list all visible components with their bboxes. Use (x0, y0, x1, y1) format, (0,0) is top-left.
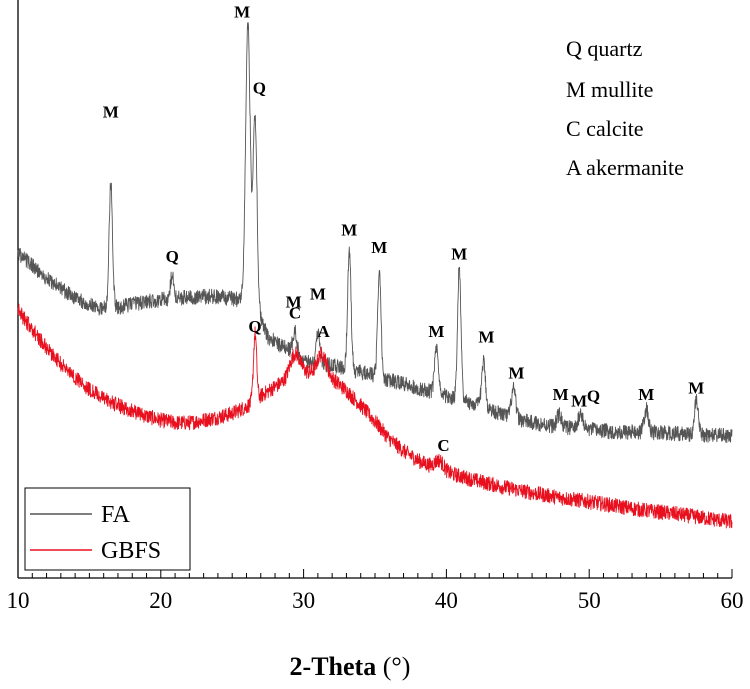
phase-key-entry: A akermanite (566, 155, 684, 180)
x-tick-label: 50 (578, 588, 601, 613)
peak-label-fa: M (286, 293, 302, 312)
legend-label-fa: FA (101, 502, 131, 528)
x-tick-label: 40 (435, 588, 458, 613)
x-tick-label: 20 (149, 588, 172, 613)
legend: FA GBFS (24, 487, 191, 571)
plot-area: 10 20 30 40 50 60 (7, 0, 744, 613)
peak-label-fa: M (478, 328, 494, 347)
peak-label-fa: M (103, 103, 119, 122)
peak-label-fa: Q (166, 247, 179, 266)
peak-label-fa: M (234, 2, 250, 21)
peak-label-fa: M (571, 392, 587, 411)
peak-label-fa: M (553, 385, 569, 404)
x-tick-label: 10 (7, 588, 30, 613)
x-tick-label: 30 (292, 588, 315, 613)
peak-label-fa: Q (253, 79, 266, 98)
peak-label-gbfs: C (437, 436, 449, 455)
phase-key-entry: C calcite (566, 116, 644, 141)
series-fa-line (17, 22, 733, 444)
phase-key: Q quartz M mullite C calcite A akermanit… (566, 36, 684, 180)
phase-key-entry: Q quartz (566, 36, 643, 61)
x-axis-title: 2-Theta (°) (290, 652, 411, 681)
peak-label-fa: M (371, 238, 387, 257)
peak-label-gbfs: C (289, 303, 301, 322)
peak-label-fa: M (638, 385, 654, 404)
peak-label-fa: M (508, 364, 524, 383)
phase-key-entry: M mullite (566, 77, 653, 102)
series-gbfs-line (17, 303, 733, 529)
peak-label-fa: M (451, 245, 467, 264)
peak-label-fa: M (310, 285, 326, 304)
x-tick-label: 60 (721, 588, 744, 613)
peak-label-fa: M (341, 220, 357, 239)
peak-label-gbfs: Q (248, 317, 261, 336)
peak-label-fa: M (688, 378, 704, 397)
peak-label-gbfs: A (317, 322, 330, 341)
legend-box (24, 487, 191, 571)
series-layer (17, 22, 733, 529)
legend-label-gbfs: GBFS (101, 538, 161, 564)
peak-label-fa: M (428, 322, 444, 341)
peak-label-fa: Q (587, 386, 600, 405)
